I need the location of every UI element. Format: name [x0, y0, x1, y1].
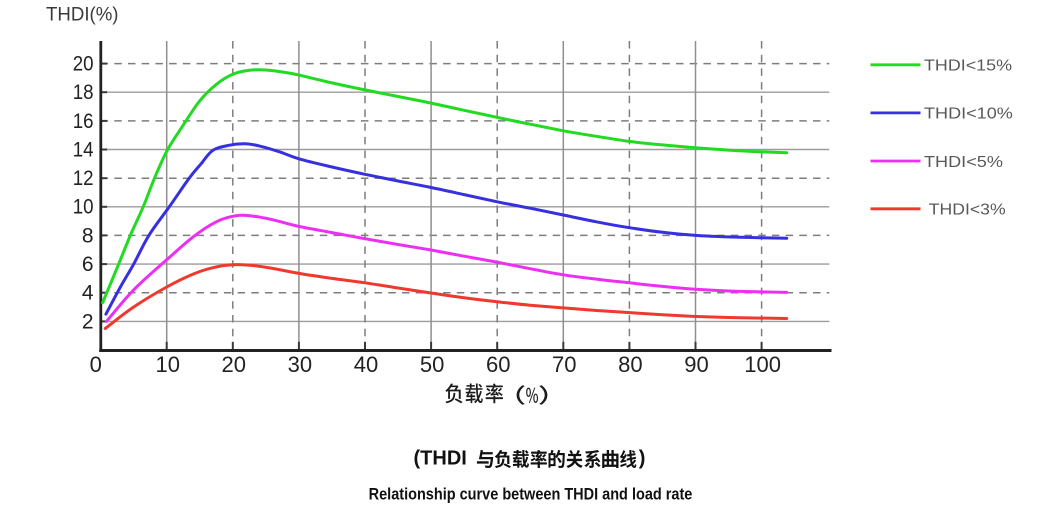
svg-text:): ) — [639, 447, 646, 469]
svg-text:10: 10 — [73, 196, 94, 219]
svg-text:10: 10 — [155, 352, 179, 377]
svg-text:70: 70 — [552, 352, 576, 377]
svg-text:30: 30 — [288, 352, 312, 377]
svg-text:THDI<3%: THDI<3% — [929, 202, 1006, 219]
svg-text:6: 6 — [82, 253, 94, 276]
svg-text:80: 80 — [618, 352, 642, 377]
svg-text:2: 2 — [82, 310, 94, 333]
svg-text:THDI<5%: THDI<5% — [924, 154, 1003, 171]
svg-text:20: 20 — [222, 352, 246, 377]
svg-text:100: 100 — [744, 352, 781, 377]
svg-text:40: 40 — [354, 352, 378, 377]
svg-text:THDI(%): THDI(%) — [46, 4, 119, 26]
svg-text:60: 60 — [486, 352, 510, 377]
svg-text:THDI<15%: THDI<15% — [924, 58, 1012, 75]
svg-text:4: 4 — [82, 282, 94, 305]
svg-text:THDI<10%: THDI<10% — [924, 106, 1013, 123]
svg-text:20: 20 — [73, 53, 94, 76]
svg-text:(THDI: (THDI — [414, 447, 467, 469]
svg-text:14: 14 — [73, 138, 94, 161]
svg-text:50: 50 — [420, 352, 444, 377]
svg-text:16: 16 — [73, 110, 94, 133]
svg-text:18: 18 — [73, 81, 94, 104]
svg-text:0: 0 — [90, 352, 102, 377]
svg-text:12: 12 — [73, 167, 94, 190]
svg-text:90: 90 — [684, 352, 708, 377]
svg-text:Relationship curve between THD: Relationship curve between THDI and load… — [369, 484, 693, 503]
svg-text:8: 8 — [82, 224, 94, 247]
